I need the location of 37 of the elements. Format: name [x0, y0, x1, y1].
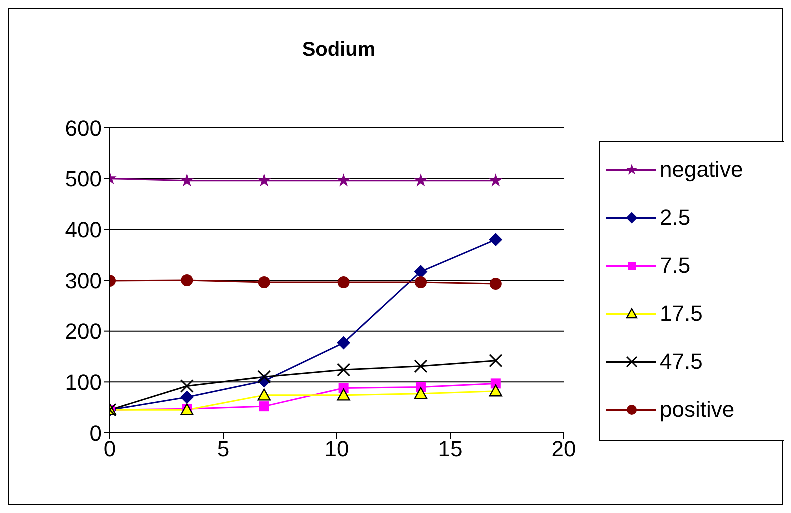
legend-label: 7.5: [660, 253, 691, 279]
point: [258, 276, 270, 289]
legend-label: 2.5: [660, 205, 691, 231]
y-tick-label: 500: [65, 166, 102, 192]
point: [180, 390, 194, 404]
y-tick-label: 100: [65, 370, 102, 395]
x-tick-label: 5: [217, 436, 230, 462]
point: [414, 387, 428, 400]
point: [489, 233, 502, 246]
y-tick-label: 0: [90, 420, 102, 446]
x-tick-label: 10: [324, 436, 350, 462]
legend-label: 17.5: [660, 301, 703, 327]
point: [259, 402, 270, 412]
point: [414, 265, 428, 278]
y-tick-label: 600: [65, 116, 102, 141]
x-tick-label: 20: [552, 436, 576, 462]
point: [338, 276, 350, 289]
point: [181, 274, 194, 286]
legend-label: 47.5: [660, 349, 703, 375]
y-tick-label: 200: [65, 319, 102, 344]
legend-label: negative: [660, 157, 744, 183]
point: [414, 276, 427, 289]
x-tick-label: 15: [438, 436, 463, 462]
point: [258, 174, 272, 187]
point: [337, 336, 350, 350]
point: [336, 174, 351, 187]
y-tick-label: 400: [65, 217, 102, 242]
point: [414, 174, 428, 187]
point: [489, 384, 502, 397]
point: [490, 278, 502, 290]
legend-label: positive: [660, 397, 735, 423]
point: [337, 388, 350, 401]
y-tick-label: 300: [65, 268, 102, 294]
point: [489, 174, 503, 187]
chart-title: Sodium: [301, 39, 377, 62]
point: [258, 388, 271, 401]
point: [180, 174, 194, 187]
